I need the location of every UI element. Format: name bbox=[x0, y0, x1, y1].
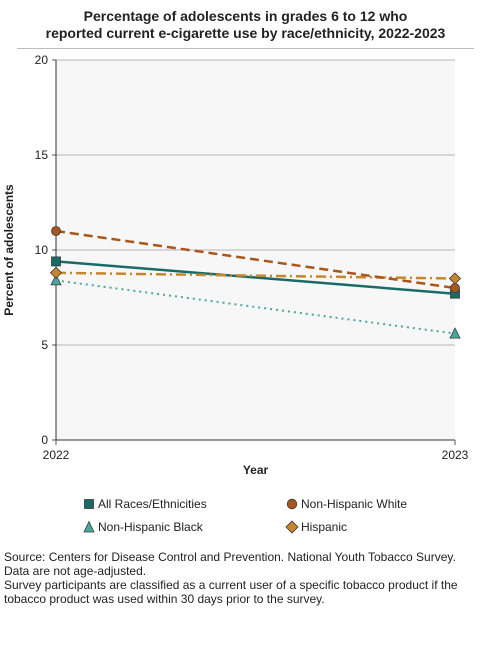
series-line-hispanic bbox=[55, 271, 456, 280]
legend-label-hispanic: Hispanic bbox=[301, 520, 348, 534]
data-point-non-hispanic-black-2022 bbox=[50, 274, 62, 286]
legend-marker-non-hispanic-black bbox=[83, 520, 95, 533]
x-tick-label-2023: 2023 bbox=[442, 448, 469, 462]
series-line-all-races-ethnicities bbox=[55, 260, 456, 295]
source-note: Source: Centers for Disease Control and … bbox=[4, 550, 456, 564]
chart-title-line-1: Percentage of adolescents in grades 6 to… bbox=[83, 8, 408, 24]
y-tick-label-20: 20 bbox=[35, 53, 49, 67]
data-point-hispanic-2022 bbox=[49, 266, 63, 279]
title-divider bbox=[17, 48, 474, 49]
legend-item-hispanic: Hispanic bbox=[285, 520, 475, 536]
chart-title-line-2: reported current e-cigarette use by race… bbox=[45, 25, 446, 41]
data-point-all-races-ethnicities-2022 bbox=[51, 256, 61, 267]
y-tick-label-5: 5 bbox=[41, 338, 48, 352]
y-tick-label-15: 15 bbox=[35, 148, 49, 162]
legend-marker-hispanic bbox=[285, 520, 299, 534]
data-point-non-hispanic-white-2022 bbox=[51, 226, 61, 236]
y-tick-label-0: 0 bbox=[41, 433, 48, 447]
y-axis-title: Percent of adolescents bbox=[2, 184, 16, 316]
data-point-non-hispanic-white-2023 bbox=[450, 283, 460, 293]
y-tick-label-10: 10 bbox=[35, 243, 49, 257]
x-axis-title: Year bbox=[243, 463, 269, 477]
line-chart: 0 5 10 15 20 2022 2023 Year Percent of adolescen… bbox=[2, 53, 469, 477]
legend-item-non-hispanic-black: Non-Hispanic Black bbox=[82, 520, 272, 536]
series-line-non-hispanic-white bbox=[55, 229, 456, 290]
definition-note: Survey participants are classified as a … bbox=[4, 578, 458, 606]
age-adjust-note: Data are not age-adjusted. bbox=[4, 564, 147, 578]
legend-label-non-hispanic-black: Non-Hispanic Black bbox=[98, 520, 203, 534]
x-tick-label-2022: 2022 bbox=[43, 448, 70, 462]
chart-title: Percentage of adolescents in grades 6 to… bbox=[0, 8, 491, 42]
footnotes: Source: Centers for Disease Control and … bbox=[4, 550, 488, 606]
data-point-non-hispanic-black-2023 bbox=[449, 327, 461, 339]
series-line-non-hispanic-black bbox=[55, 279, 456, 335]
